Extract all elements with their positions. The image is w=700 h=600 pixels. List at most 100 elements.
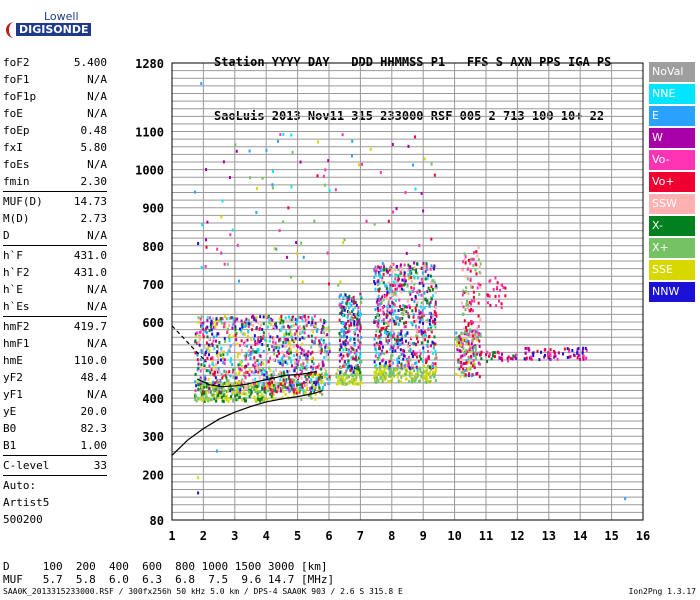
data-point (526, 347, 529, 351)
data-point (477, 314, 480, 318)
data-point (326, 251, 329, 255)
data-point (347, 375, 350, 379)
data-point (491, 354, 494, 358)
data-point (464, 255, 467, 259)
data-point (205, 348, 208, 352)
data-point (573, 354, 576, 358)
data-point (258, 327, 261, 331)
data-point (394, 309, 397, 313)
data-point (420, 371, 423, 375)
data-point (454, 337, 457, 341)
data-point (228, 370, 231, 374)
data-point (315, 373, 318, 377)
data-point (388, 268, 391, 272)
data-point (239, 352, 242, 356)
data-point (265, 388, 268, 392)
data-point (378, 347, 381, 351)
data-point (400, 380, 403, 384)
data-point (355, 382, 358, 386)
data-point (293, 317, 296, 321)
data-point (261, 387, 264, 391)
data-point (340, 353, 343, 357)
data-point (237, 380, 240, 384)
data-point (205, 395, 208, 399)
data-point (267, 360, 270, 364)
data-point (264, 390, 267, 394)
data-point (344, 371, 347, 375)
data-point (399, 304, 402, 308)
data-point (430, 330, 433, 334)
data-point (460, 301, 463, 305)
data-point (328, 347, 331, 351)
data-point (480, 350, 483, 354)
data-point (246, 338, 249, 342)
data-point (394, 349, 397, 353)
data-point (474, 353, 477, 357)
data-point (205, 245, 208, 249)
data-point (426, 356, 429, 360)
data-point (411, 163, 414, 167)
data-point (235, 331, 238, 335)
data-point (413, 342, 416, 346)
data-point (225, 317, 228, 321)
logo-text-bottom: DIGISONDE (16, 23, 92, 36)
param-name: C-level (3, 459, 50, 472)
data-point (355, 352, 358, 356)
data-point (231, 382, 234, 386)
data-point (397, 343, 400, 347)
data-point (428, 365, 431, 369)
data-point (338, 335, 341, 339)
data-point (418, 366, 421, 370)
data-point (405, 368, 408, 372)
data-point (374, 380, 377, 384)
data-point (273, 386, 276, 390)
data-point (414, 324, 417, 328)
data-point (283, 354, 286, 358)
data-point (302, 353, 305, 357)
data-point (461, 293, 464, 297)
data-point (464, 337, 467, 341)
data-point (359, 324, 362, 328)
data-point (431, 320, 434, 324)
data-point (207, 353, 210, 357)
data-point (410, 290, 413, 294)
data-point (236, 397, 239, 401)
data-point (472, 264, 475, 268)
data-point (304, 383, 307, 387)
param-name: h`Es (3, 300, 30, 313)
data-point (433, 335, 436, 339)
data-point (581, 351, 584, 355)
data-point (209, 390, 212, 394)
data-point (432, 267, 435, 271)
data-point (307, 320, 310, 324)
data-point (396, 364, 399, 368)
data-point (274, 322, 277, 326)
data-point (195, 399, 198, 403)
data-point (429, 344, 432, 348)
data-point (275, 346, 278, 350)
data-point (319, 345, 322, 349)
data-point (202, 398, 205, 402)
data-point (354, 313, 357, 317)
data-point (433, 375, 436, 379)
data-point (420, 341, 423, 345)
data-point (360, 374, 363, 378)
data-point (422, 350, 425, 354)
data-point (476, 371, 479, 375)
data-point (532, 354, 535, 358)
data-point (390, 354, 393, 358)
data-point (255, 211, 258, 215)
data-point (229, 233, 232, 237)
data-point (205, 385, 208, 389)
data-point (408, 273, 411, 277)
data-point (225, 376, 228, 380)
data-point (282, 321, 285, 325)
data-point (405, 357, 408, 361)
data-point (426, 339, 429, 343)
data-point (514, 353, 517, 357)
data-point (256, 397, 259, 401)
data-point (317, 375, 320, 379)
data-point (415, 373, 418, 377)
data-point (391, 350, 394, 354)
data-point (269, 392, 272, 396)
